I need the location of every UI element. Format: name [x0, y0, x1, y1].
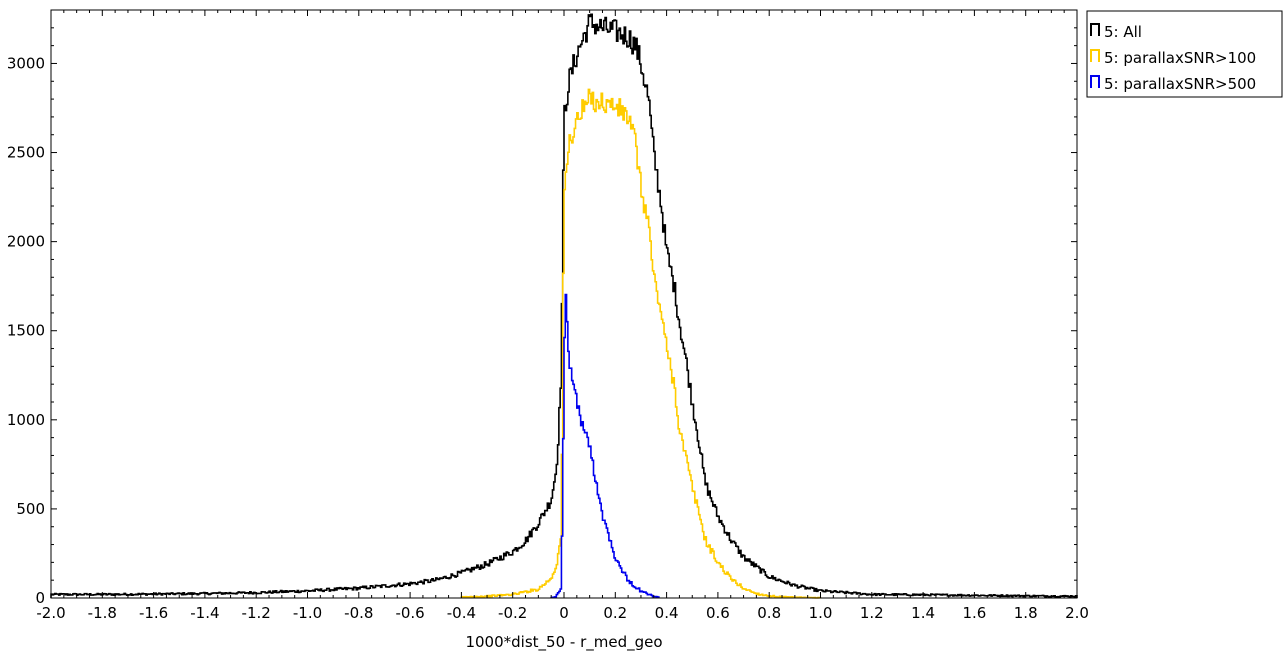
x-tick-label: 0.4	[655, 604, 679, 622]
legend-item-all: 5: All	[1090, 23, 1142, 41]
x-axis-title: 1000*dist_50 - r_med_geo	[465, 633, 662, 652]
series-line-2	[550, 293, 660, 599]
x-tick-label: 2.0	[1065, 604, 1089, 622]
series-line-0	[50, 13, 1078, 598]
x-tick-label: 0.2	[603, 604, 627, 622]
x-tick-label: 0.8	[757, 604, 781, 622]
x-tick-label: 0.6	[706, 604, 730, 622]
x-tick-label: -2.0	[36, 604, 65, 622]
legend-box	[1086, 10, 1283, 98]
x-tick-label: 1.2	[860, 604, 884, 622]
x-tick-label: 1.6	[962, 604, 986, 622]
x-tick-label: -1.0	[293, 604, 322, 622]
x-tick-label: 1.4	[911, 604, 935, 622]
y-tick-label: 1500	[7, 322, 45, 340]
x-tick-label: -0.4	[447, 604, 476, 622]
y-tick-label: 2000	[7, 233, 45, 251]
y-tick-label: 1000	[7, 411, 45, 429]
series-layer	[50, 13, 1078, 599]
legend-item-snr100: 5: parallaxSNR>100	[1090, 49, 1256, 67]
x-tick-labels: -2.0 -1.8 -1.6 -1.4 -1.2 -1.0 -0.8 -0.6 -0.4 -0.2…	[36, 604, 1089, 622]
legend-label-all: 5: All	[1104, 23, 1142, 41]
legend-label-snr100: 5: parallaxSNR>100	[1104, 49, 1256, 67]
x-tick-label: -0.2	[498, 604, 527, 622]
x-tick-label: -1.6	[139, 604, 168, 622]
x-tick-label: 1.0	[809, 604, 833, 622]
y-tick-label: 3000	[7, 54, 45, 72]
legend-label-snr500: 5: parallaxSNR>500	[1104, 75, 1256, 93]
y-tick-labels: 0 500 1000 1500 2000 2500 3000	[7, 54, 45, 607]
x-tick-label: -1.8	[88, 604, 117, 622]
x-tick-label: -0.8	[344, 604, 373, 622]
x-tick-label: -1.4	[190, 604, 219, 622]
series-line-1	[460, 88, 822, 599]
legend-item-snr500: 5: parallaxSNR>500	[1090, 75, 1256, 93]
ticks-layer	[50, 9, 1078, 599]
x-tick-label: 1.8	[1014, 604, 1038, 622]
y-tick-label: 500	[16, 500, 45, 518]
x-tick-label: -0.6	[395, 604, 424, 622]
y-tick-label: 2500	[7, 144, 45, 162]
y-tick-label: 0	[35, 589, 45, 607]
legend-swatch-snr500	[1090, 75, 1100, 88]
x-tick-label: 0	[559, 604, 569, 622]
legend: 5: All 5: parallaxSNR>100 5: parallaxSNR…	[1086, 10, 1283, 98]
x-tick-label: -1.2	[242, 604, 271, 622]
legend-swatch-snr100	[1090, 49, 1100, 62]
legend-swatch-all	[1090, 23, 1100, 36]
